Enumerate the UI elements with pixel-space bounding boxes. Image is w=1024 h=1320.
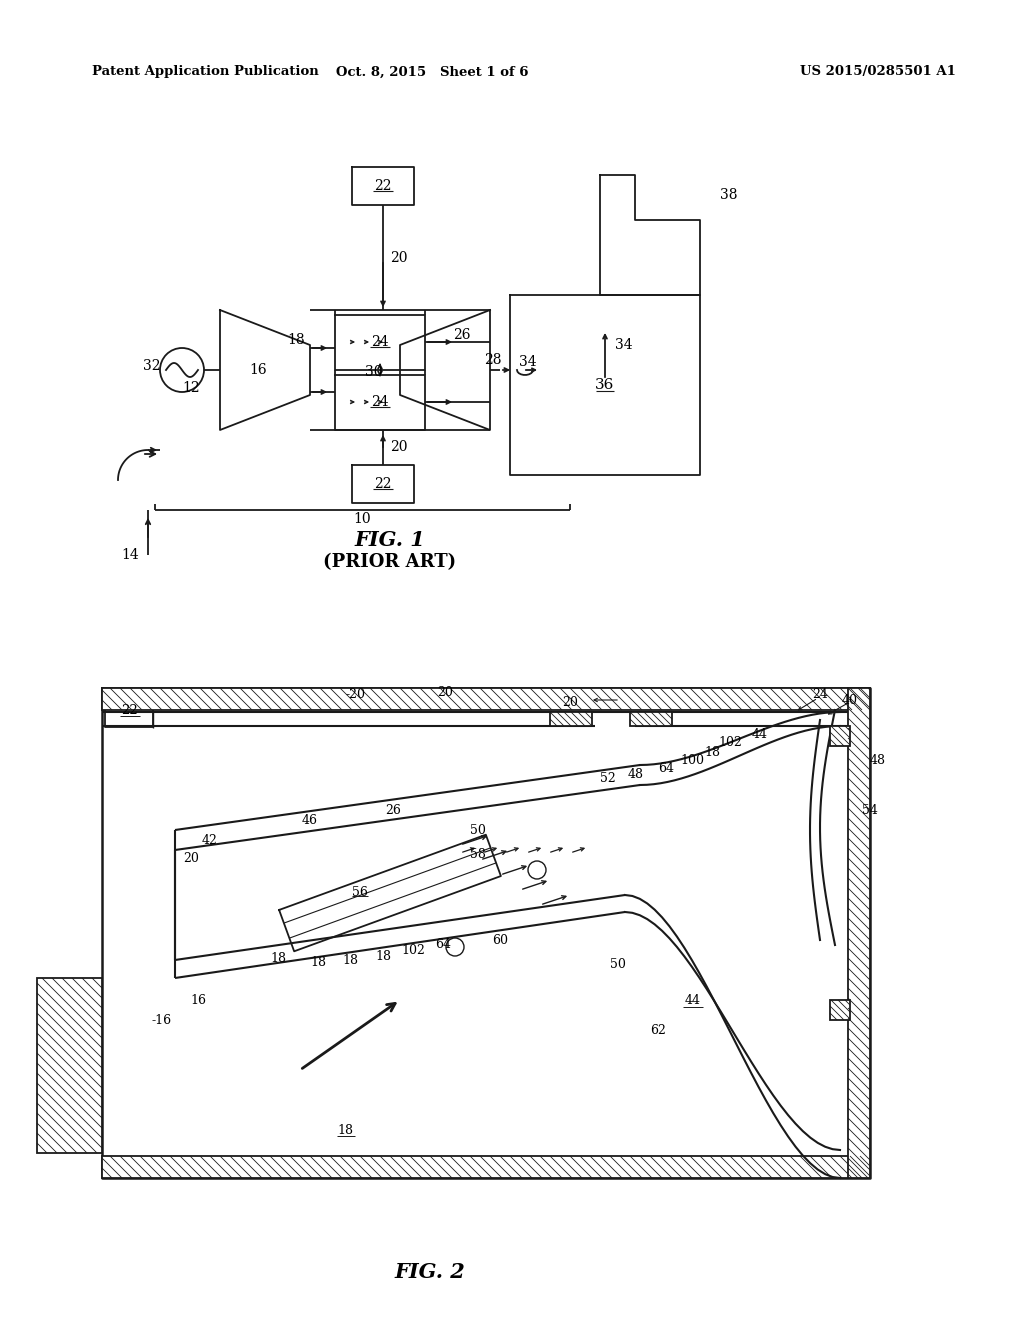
Text: 40: 40	[842, 693, 858, 706]
Text: (PRIOR ART): (PRIOR ART)	[324, 553, 457, 572]
Text: 14: 14	[121, 548, 139, 562]
Text: 18: 18	[705, 746, 720, 759]
Text: 26: 26	[454, 327, 471, 342]
Text: 24: 24	[812, 689, 828, 701]
Bar	[550, 711, 592, 726]
Text: 24: 24	[371, 395, 389, 409]
Text: 50: 50	[470, 824, 486, 837]
Text: 30: 30	[365, 366, 383, 379]
Text: -20: -20	[345, 688, 365, 701]
Text: 42: 42	[202, 833, 218, 846]
Text: 16: 16	[190, 994, 206, 1006]
Text: US 2015/0285501 A1: US 2015/0285501 A1	[800, 66, 956, 78]
Text: 50: 50	[610, 958, 626, 972]
Text: 34: 34	[615, 338, 633, 352]
Text: 10: 10	[353, 512, 371, 525]
Bar	[830, 726, 850, 746]
Text: 20: 20	[437, 685, 453, 698]
Text: FIG. 1: FIG. 1	[354, 531, 425, 550]
Text: 38: 38	[720, 187, 737, 202]
Text: 26: 26	[385, 804, 400, 817]
Text: Patent Application Publication: Patent Application Publication	[92, 66, 318, 78]
Polygon shape	[335, 375, 425, 430]
Text: FIG. 2: FIG. 2	[394, 1262, 465, 1282]
Text: 34: 34	[519, 355, 537, 370]
Text: 58: 58	[470, 849, 486, 862]
Text: 64: 64	[435, 939, 451, 952]
Text: 22: 22	[121, 705, 137, 718]
Bar	[830, 1001, 850, 1020]
Polygon shape	[335, 315, 425, 370]
Text: -16: -16	[152, 1014, 172, 1027]
Bar	[102, 1156, 870, 1177]
Text: 54: 54	[862, 804, 878, 817]
Text: 44: 44	[685, 994, 701, 1006]
Text: 56: 56	[352, 887, 368, 899]
Text: 18: 18	[375, 949, 391, 962]
Polygon shape	[102, 688, 870, 1177]
Circle shape	[446, 939, 464, 956]
Text: 48: 48	[628, 768, 644, 781]
Text: 102: 102	[718, 737, 742, 750]
Text: 100: 100	[680, 754, 705, 767]
Text: 28: 28	[484, 352, 502, 367]
Text: 32: 32	[143, 359, 161, 374]
Text: 12: 12	[182, 381, 200, 395]
Polygon shape	[105, 696, 153, 727]
Bar	[630, 711, 672, 726]
Text: 18: 18	[342, 953, 358, 966]
Polygon shape	[600, 176, 700, 294]
Text: 16: 16	[249, 363, 267, 378]
Text: 62: 62	[650, 1023, 666, 1036]
Text: 18: 18	[270, 952, 286, 965]
Polygon shape	[352, 168, 414, 205]
Text: 102: 102	[401, 944, 425, 957]
Text: 18: 18	[288, 333, 305, 347]
Polygon shape	[510, 294, 700, 475]
Text: 46: 46	[302, 813, 318, 826]
Bar	[848, 688, 870, 1177]
Text: 20: 20	[183, 851, 199, 865]
Text: 20: 20	[390, 440, 408, 454]
Text: 18: 18	[310, 957, 326, 969]
Text: 60: 60	[492, 933, 508, 946]
Circle shape	[528, 861, 546, 879]
Text: 22: 22	[374, 477, 392, 491]
Text: 36: 36	[595, 378, 614, 392]
Text: Oct. 8, 2015   Sheet 1 of 6: Oct. 8, 2015 Sheet 1 of 6	[336, 66, 528, 78]
Text: 20: 20	[390, 251, 408, 265]
Text: 22: 22	[374, 180, 392, 193]
Text: 48: 48	[870, 754, 886, 767]
Text: 24: 24	[371, 335, 389, 348]
Text: 52: 52	[600, 771, 615, 784]
Text: 64: 64	[658, 762, 674, 775]
Bar	[37, 978, 102, 1152]
Bar	[102, 688, 870, 710]
Polygon shape	[352, 465, 414, 503]
Circle shape	[160, 348, 204, 392]
Text: 18: 18	[337, 1123, 353, 1137]
Text: 20: 20	[562, 697, 578, 710]
Text: 44: 44	[752, 729, 768, 742]
